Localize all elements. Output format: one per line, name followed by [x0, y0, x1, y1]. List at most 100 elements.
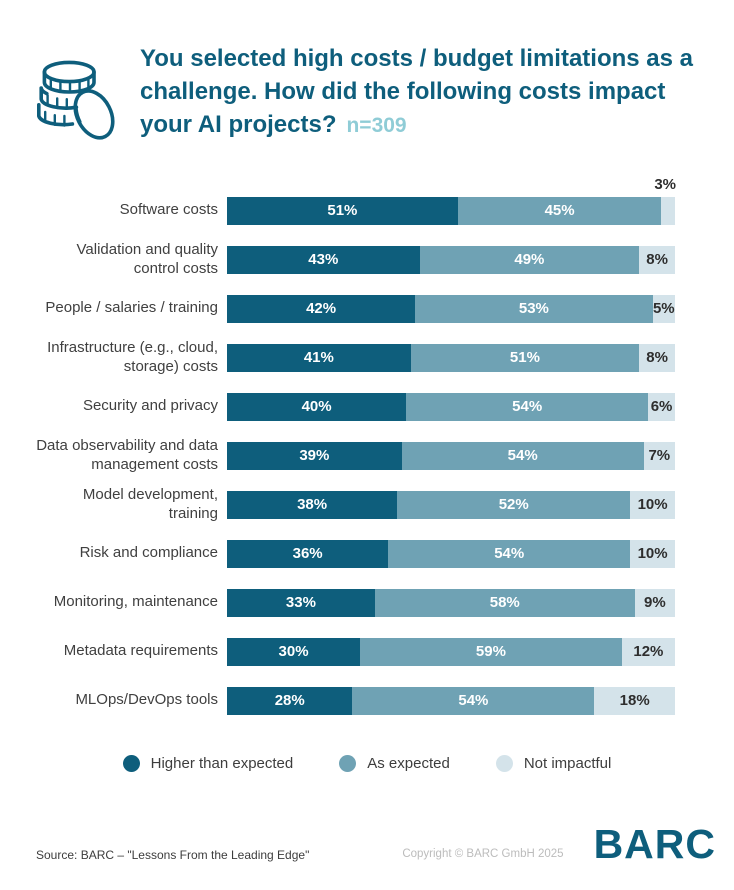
segment-not-impactful: 18% — [594, 686, 675, 715]
segment-value: 7% — [648, 447, 671, 464]
segment-not-impactful: 6% — [648, 392, 675, 421]
bar-row: Monitoring, maintenance 33% 58% 9% — [36, 578, 734, 627]
segment-as-expected: 49% — [419, 245, 640, 274]
legend-label: Not impactful — [523, 755, 612, 772]
segment-value: 30% — [278, 643, 309, 660]
legend-dot-icon — [339, 755, 357, 772]
segment-value: 54% — [494, 545, 525, 562]
segment-value: 9% — [644, 594, 666, 611]
segment-value: 41% — [303, 349, 334, 366]
legend-dot-icon — [122, 755, 140, 772]
segment-value: 18% — [619, 692, 650, 709]
segment-as-expected: 54% — [401, 441, 644, 470]
bar-row: Security and privacy 40% 54% 6% — [36, 382, 734, 431]
segment-value: 42% — [306, 300, 337, 317]
segment-as-expected: 58% — [374, 588, 635, 617]
footer: Source: BARC – "Lessons From the Leading… — [36, 821, 716, 868]
coins-icon — [34, 56, 124, 152]
barc-logo: BARC — [593, 821, 716, 868]
segment-as-expected: 59% — [360, 637, 622, 666]
segment-value: 40% — [301, 398, 332, 415]
segment-value: 5% — [652, 300, 675, 317]
segment-value: 8% — [646, 349, 668, 366]
category-label: Software costs — [119, 201, 218, 219]
segment-higher-than-expected: 41% — [227, 343, 411, 372]
bar-row: Software costs 51% 45% 3% — [36, 176, 734, 235]
segment-value: 49% — [514, 251, 545, 268]
stacked-bar: 51% 45% 3% — [227, 176, 676, 225]
header: You selected high costs / budget limitat… — [0, 0, 734, 152]
segment-value: 54% — [458, 692, 489, 709]
segment-higher-than-expected: 39% — [227, 441, 402, 470]
page-title: You selected high costs / budget limitat… — [140, 42, 698, 141]
segment-value: 39% — [299, 447, 330, 464]
segment-value: 58% — [489, 594, 520, 611]
category-label: Metadata requirements — [63, 642, 218, 660]
segment-higher-than-expected: 43% — [227, 245, 420, 274]
segment-higher-than-expected: 40% — [227, 392, 407, 421]
segment-higher-than-expected: 30% — [227, 637, 361, 666]
segment-as-expected: 54% — [388, 539, 631, 568]
category-label: Model development, training — [82, 485, 218, 522]
bar-row: Data observability and data management c… — [36, 431, 734, 480]
segment-value: 54% — [507, 447, 538, 464]
segment-value: 8% — [646, 251, 668, 268]
segment-value: 38% — [297, 496, 328, 513]
category-label: Validation and quality control costs — [76, 240, 219, 277]
segment-as-expected: 51% — [410, 343, 640, 372]
segment-value: 45% — [544, 202, 575, 219]
segment-higher-than-expected: 38% — [227, 490, 398, 519]
category-label: MLOps/DevOps tools — [75, 691, 218, 709]
bar-row: Infrastructure (e.g., cloud, storage) co… — [36, 333, 734, 382]
segment-not-impactful: 9% — [634, 588, 675, 617]
stacked-bar: 38% 52% 10% — [227, 490, 675, 519]
legend-dot-icon — [495, 755, 513, 772]
segment-value: 10% — [637, 545, 668, 562]
segment-value: 54% — [512, 398, 543, 415]
stacked-bar: 33% 58% 9% — [227, 588, 675, 617]
category-label: Infrastructure (e.g., cloud, storage) co… — [47, 338, 218, 375]
segment-not-impactful: 8% — [639, 343, 676, 372]
segment-as-expected: 54% — [406, 392, 649, 421]
segment-higher-than-expected: 33% — [227, 588, 375, 617]
segment-value: 3% — [654, 175, 676, 193]
bar-row: Validation and quality control costs 43%… — [36, 235, 734, 284]
segment-value: 52% — [498, 496, 529, 513]
category-label: Data observability and data management c… — [36, 436, 218, 473]
segment-as-expected: 53% — [415, 294, 653, 323]
legend-item-not-impactful: Not impactful — [495, 755, 612, 772]
stacked-bar: 40% 54% 6% — [227, 392, 675, 421]
stacked-bar: 39% 54% 7% — [227, 441, 675, 470]
segment-value: 43% — [308, 251, 339, 268]
stacked-bar: 43% 49% 8% — [227, 245, 675, 274]
stacked-bar: 42% 53% 5% — [227, 294, 675, 323]
segment-value: 59% — [475, 643, 506, 660]
segment-not-impactful: 5% — [652, 294, 675, 323]
category-label: Risk and compliance — [79, 544, 218, 562]
category-label: Security and privacy — [82, 397, 218, 415]
segment-value: 10% — [637, 496, 668, 513]
segment-value: 51% — [509, 349, 540, 366]
stacked-bar: 41% 51% 8% — [227, 343, 676, 372]
segment-not-impactful: 10% — [630, 539, 675, 568]
source-text: Source: BARC – "Lessons From the Leading… — [36, 848, 310, 862]
category-label: People / salaries / training — [45, 299, 218, 317]
segment-value: 28% — [274, 692, 305, 709]
legend-label: As expected — [367, 755, 450, 772]
stacked-bar: 36% 54% 10% — [227, 539, 675, 568]
bar-row: Risk and compliance 36% 54% 10% — [36, 529, 734, 578]
stacked-bar-chart: Software costs 51% 45% 3% Validation and… — [0, 176, 734, 725]
segment-as-expected: 52% — [397, 490, 631, 519]
copyright-text: Copyright © BARC GmbH 2025 — [402, 848, 564, 860]
sample-size-label: n=309 — [346, 114, 407, 138]
segment-higher-than-expected: 42% — [227, 294, 416, 323]
segment-value: 51% — [327, 202, 358, 219]
segment-value: 53% — [518, 300, 549, 317]
segment-not-impactful: 12% — [621, 637, 675, 666]
segment-value: 36% — [292, 545, 323, 562]
stacked-bar: 28% 54% 18% — [227, 686, 675, 715]
segment-higher-than-expected: 36% — [227, 539, 389, 568]
segment-value: 6% — [650, 398, 673, 415]
segment-not-impactful: 10% — [630, 490, 675, 519]
